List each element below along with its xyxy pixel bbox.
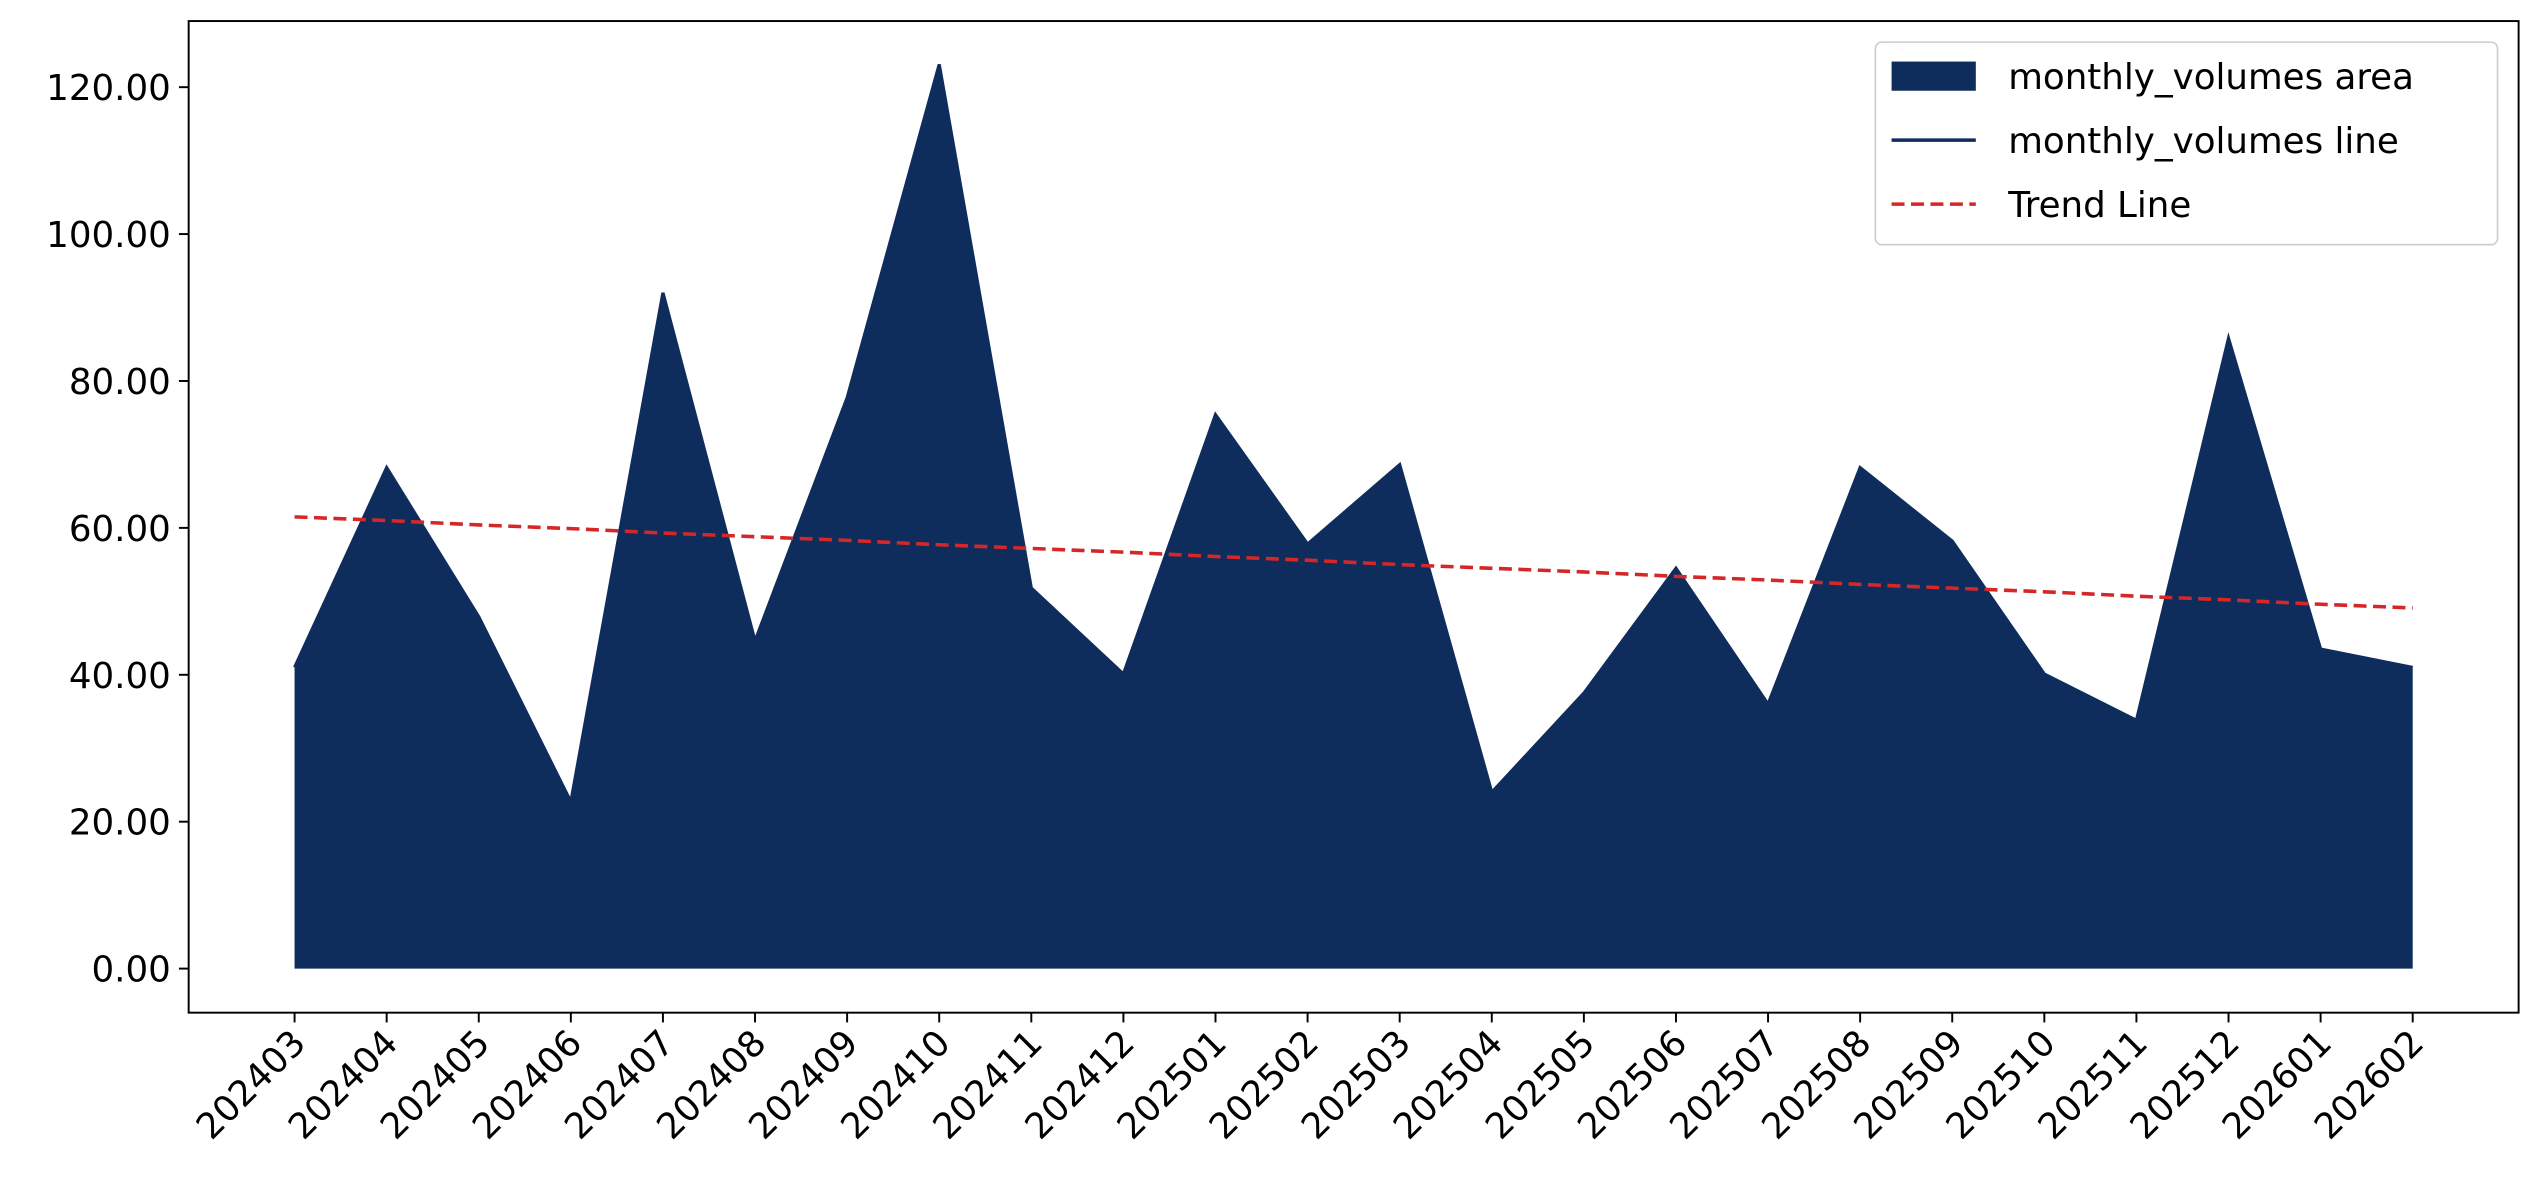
legend-label: monthly_volumes area xyxy=(2008,57,2414,98)
area xyxy=(294,64,2413,969)
y-tick-label: 100.00 xyxy=(46,215,171,256)
trend-line xyxy=(294,515,2413,610)
y-tick-label: 60.00 xyxy=(69,509,171,550)
plot-area xyxy=(293,63,2414,969)
legend: monthly_volumes area monthly_volumes line… xyxy=(1874,41,2499,246)
axes-frame xyxy=(187,20,2520,1014)
y-tick-label: 80.00 xyxy=(69,362,171,403)
legend-box xyxy=(1874,41,2499,246)
y-tick-label: 40.00 xyxy=(69,656,171,697)
line xyxy=(293,63,2414,807)
legend-swatch xyxy=(1891,61,1976,91)
y-tick-label: 20.00 xyxy=(69,803,171,844)
y-tick-label: 120.00 xyxy=(46,68,171,109)
legend-label: Trend Line xyxy=(2007,185,2191,226)
legend-label: monthly_volumes line xyxy=(2008,121,2399,162)
y-tick-label: 0.00 xyxy=(92,950,171,991)
